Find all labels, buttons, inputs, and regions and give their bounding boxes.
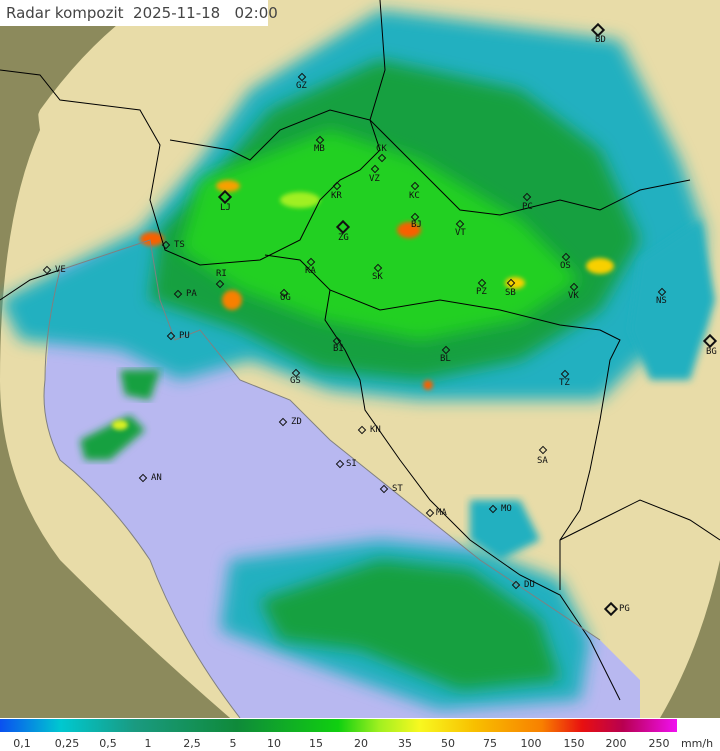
city-label: GS [290, 376, 301, 386]
city-label: MO [501, 504, 512, 514]
city-label: MA [436, 508, 447, 518]
city-label: PU [179, 331, 190, 341]
outside-coverage-topleft [0, 0, 150, 260]
city-label: SI [346, 459, 357, 469]
legend-tick-label: 10 [267, 737, 281, 750]
city-label: KC [409, 191, 420, 201]
legend-tick-label: 250 [648, 737, 670, 750]
city-label: TZ [559, 378, 570, 388]
city-label: GZ [296, 81, 307, 91]
legend-tick-label: 0,1 [13, 737, 31, 750]
legend-tick-label: 150 [563, 737, 585, 750]
legend-tick-label: 50 [441, 737, 455, 750]
legend-tick-label: 200 [605, 737, 627, 750]
title-time: 02:00 [234, 4, 278, 22]
city-label: LJ [220, 203, 231, 213]
city-label: OS [560, 261, 571, 271]
city-label: ST [392, 484, 403, 494]
legend-tick-label: 5 [229, 737, 237, 750]
city-label: CK [376, 144, 387, 154]
city-label: NS [656, 296, 667, 306]
city-label: VK [568, 291, 579, 301]
city-label: SA [537, 456, 548, 466]
city-label: RI [216, 269, 227, 279]
country-borders [0, 0, 720, 701]
city-label: KN [370, 425, 381, 435]
city-label: PZ [476, 287, 487, 297]
color-scale-bar [0, 719, 677, 732]
city-label: MB [314, 144, 325, 154]
city-label: ZG [338, 233, 349, 243]
legend-tick-label: 0,25 [54, 737, 80, 750]
outside-coverage-bottomright [660, 560, 720, 718]
legend-tick-label: 0,5 [99, 737, 117, 750]
city-label: SB [505, 288, 516, 298]
city-label: BG [706, 347, 717, 357]
city-label: OG [280, 293, 291, 303]
legend-tick-label: 2,5 [183, 737, 201, 750]
legend-tick-label: 75 [483, 737, 497, 750]
title-text: Radar kompozit [6, 4, 124, 22]
city-label: VT [455, 228, 466, 238]
coastline [43, 239, 601, 718]
legend-tick-label: 35 [398, 737, 412, 750]
city-label: DU [524, 580, 535, 590]
legend-tick-label: 100 [520, 737, 542, 750]
city-label: BJ [411, 220, 422, 230]
city-label: VZ [369, 174, 380, 184]
outside-coverage-bottomleft [0, 470, 230, 718]
legend-tick-label: 20 [354, 737, 368, 750]
city-label: BI [333, 344, 344, 354]
city-label: TS [174, 240, 185, 250]
city-label: PC [522, 202, 533, 212]
city-label: BD [595, 35, 606, 45]
city-label: SK [372, 272, 383, 282]
city-label: PG [619, 604, 630, 614]
title-date: 2025-11-18 [133, 4, 221, 22]
city-label: KA [305, 266, 316, 276]
radar-title: Radar kompozit 2025-11-18 02:00 [0, 0, 278, 26]
precipitation-layer [0, 10, 715, 710]
city-label: KR [331, 191, 342, 201]
radar-map[interactable] [0, 0, 720, 718]
legend-tick-label: 1 [144, 737, 152, 750]
legend-unit: mm/h [680, 737, 714, 750]
city-label: VE [55, 265, 66, 275]
legend-tick-label: 15 [309, 737, 323, 750]
precipitation-legend: 0,1 0,25 0,5 1 2,5 5 10 15 20 35 50 75 100 150 200 250 … [0, 718, 720, 751]
city-label: PA [186, 289, 197, 299]
city-label: AN [151, 473, 162, 483]
city-label: BL [440, 354, 451, 364]
city-label: ZD [291, 417, 302, 427]
